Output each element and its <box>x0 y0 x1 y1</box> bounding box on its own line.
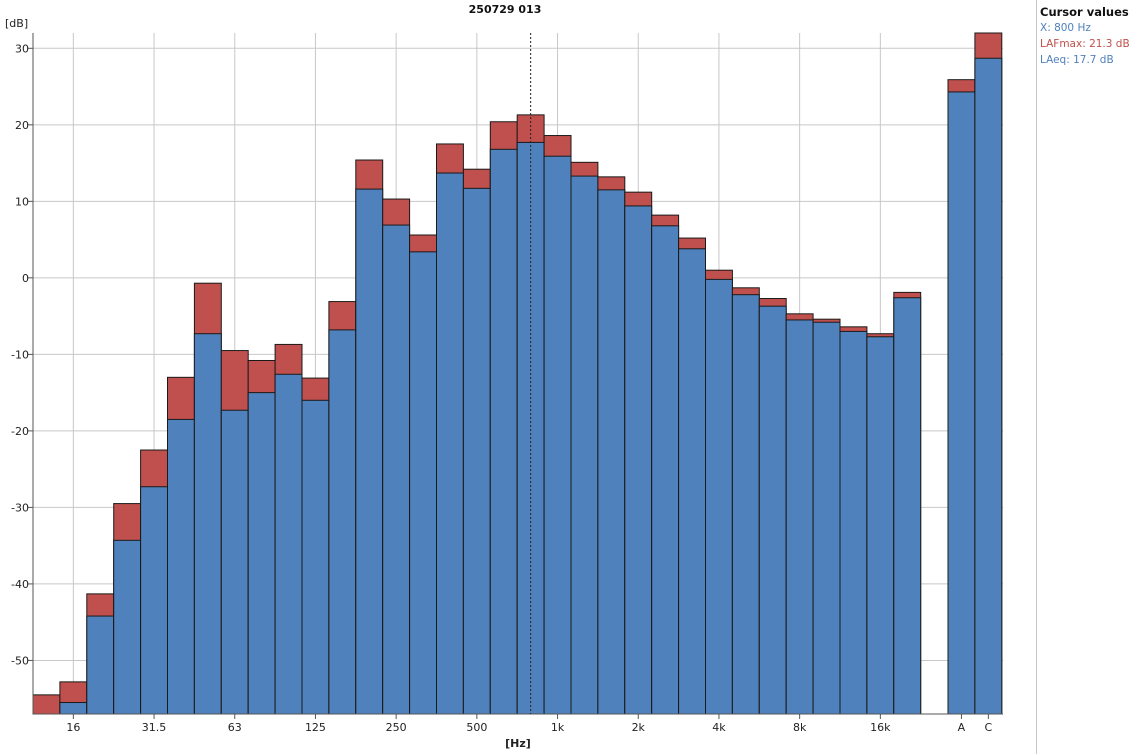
bar-laeq-80 <box>247 392 276 715</box>
y-tick-label: 0 <box>22 272 29 285</box>
chart-title: 250729 013 <box>469 3 542 16</box>
bar-laeq-total-a <box>947 91 976 715</box>
bar-laeq-160 <box>328 329 357 715</box>
x-tick-label: 8k <box>793 721 807 734</box>
y-tick-label: -10 <box>11 348 29 361</box>
bar-laeq-125 <box>301 399 330 715</box>
x-tick-label: 250 <box>386 721 407 734</box>
bar-laeq-40 <box>167 418 195 715</box>
bar-lafmax-12.5 <box>32 694 61 715</box>
cursor-values-panel: Cursor values X: 800 Hz LAFmax: 21.3 dB … <box>1036 0 1142 754</box>
y-tick-label: 10 <box>15 195 29 208</box>
bar-laeq-20 <box>86 615 115 715</box>
bar-laeq-12.5k <box>839 330 868 715</box>
bar-laeq-1k <box>543 155 572 715</box>
bar-laeq-8k <box>785 319 814 715</box>
x-tick-label: 16 <box>66 721 80 734</box>
total-label-c: C <box>985 721 993 734</box>
x-tick-label: 4k <box>712 721 726 734</box>
bar-laeq-50 <box>193 333 222 715</box>
bar-laeq-400 <box>436 172 464 715</box>
bar-laeq-315 <box>409 251 438 715</box>
x-tick-label: 500 <box>466 721 487 734</box>
y-tick-label: 30 <box>15 42 29 55</box>
bar-laeq-20k <box>893 297 922 715</box>
x-tick-label: 16k <box>870 721 891 734</box>
bar-laeq-1.6k <box>597 189 626 715</box>
bar-laeq-2k <box>624 205 653 715</box>
y-axis-unit: [dB] <box>5 17 28 30</box>
x-tick-label: 125 <box>305 721 326 734</box>
bar-laeq-4k <box>705 278 733 715</box>
x-tick-label: 63 <box>228 721 242 734</box>
plot-frame <box>32 33 1003 715</box>
bar-laeq-2.5k <box>651 225 680 715</box>
bar-laeq-5k <box>731 294 760 715</box>
y-tick-label: -20 <box>11 425 29 438</box>
y-tick-label: -40 <box>11 578 29 591</box>
bar-laeq-63 <box>220 409 249 715</box>
bar-laeq-1.25k <box>570 175 599 715</box>
bars-group <box>32 32 1003 715</box>
x-axis-unit: [Hz] <box>505 737 531 750</box>
bar-laeq-16k <box>866 336 895 715</box>
cursor-panel-title: Cursor values <box>1040 5 1129 19</box>
bar-laeq-500 <box>462 187 491 715</box>
bar-laeq-250 <box>382 224 411 715</box>
bar-laeq-total-c <box>974 57 1003 715</box>
y-tick-label: -50 <box>11 654 29 667</box>
cursor-laeq-value: LAeq: 17.7 dB <box>1040 54 1114 66</box>
bar-laeq-25 <box>113 539 142 715</box>
bar-laeq-630 <box>489 148 518 715</box>
y-tick-label: 20 <box>15 119 29 132</box>
bar-laeq-16 <box>59 702 88 715</box>
y-tick-label: -30 <box>11 501 29 514</box>
bar-laeq-3.15k <box>678 248 706 715</box>
x-tick-label: 31.5 <box>142 721 167 734</box>
bar-laeq-100 <box>274 373 303 715</box>
bar-laeq-6.3k <box>758 305 787 715</box>
total-label-a: A <box>958 721 966 734</box>
bar-laeq-10k <box>812 321 841 715</box>
cursor-lafmax-value: LAFmax: 21.3 dB <box>1040 38 1130 50</box>
x-tick-label: 1k <box>551 721 565 734</box>
x-tick-label: 2k <box>632 721 646 734</box>
bar-laeq-800 <box>516 141 545 715</box>
bar-laeq-200 <box>355 188 384 715</box>
cursor-frequency-value: X: 800 Hz <box>1040 22 1091 34</box>
bar-laeq-31.5 <box>140 486 169 715</box>
tick-labels: 30 20 10 0 -10 -20 -30 -40 -50 16 31.5 63 125 250 500 1… <box>11 42 992 734</box>
spectrum-chart[interactable]: 250729 013 [dB] [Hz] 30 20 10 0 -10 -20 -30 -40… <box>0 0 1036 754</box>
